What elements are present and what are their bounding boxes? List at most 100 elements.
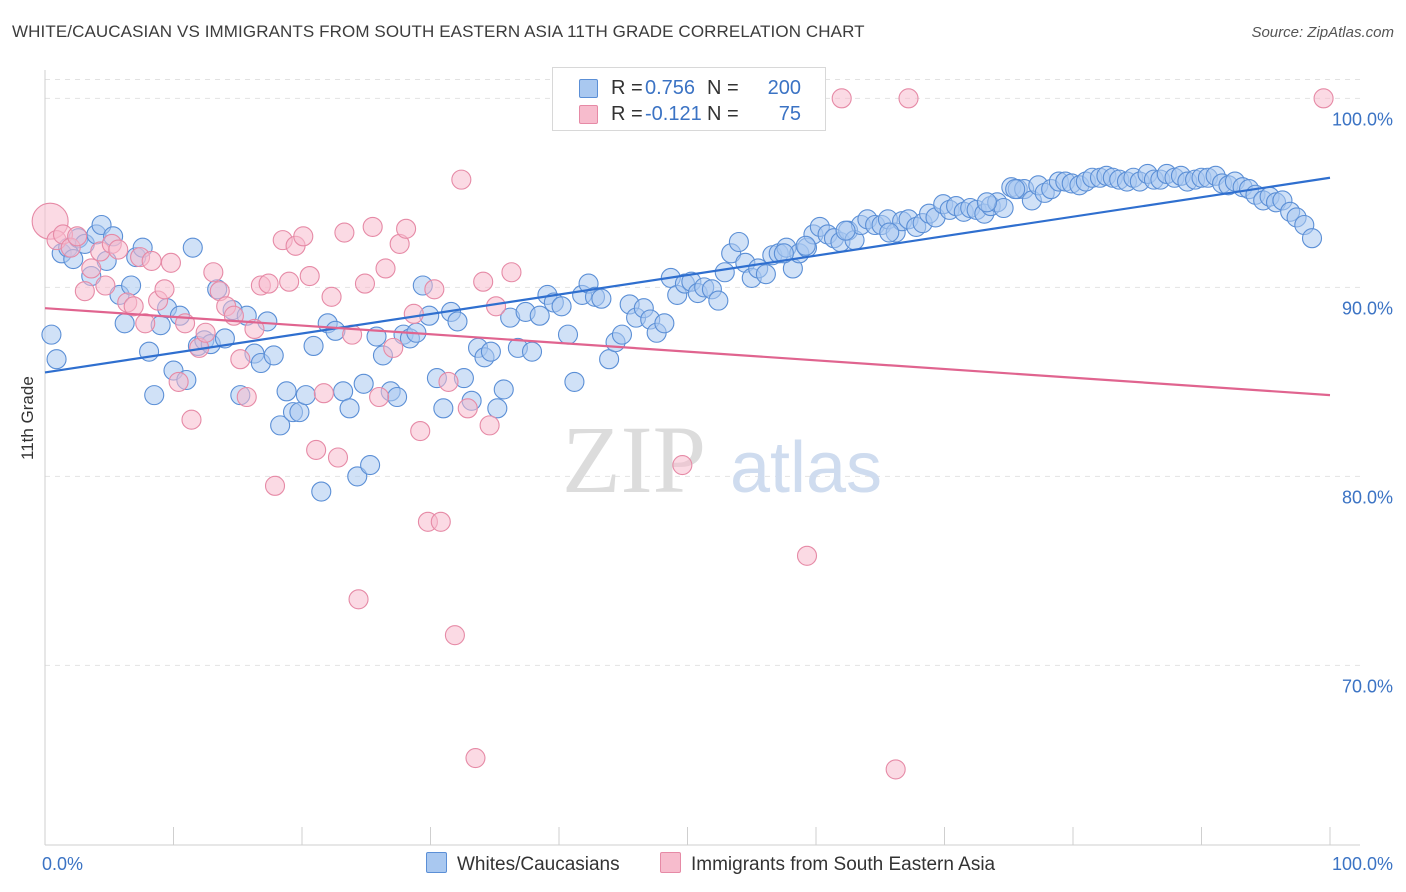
legend-n-label: N = [707,103,739,125]
whites-point [529,305,550,326]
x-tick-label-max: 100.0% [1332,854,1393,874]
immigrants-point [375,258,396,279]
whites-point [214,328,235,349]
immigrants-point [403,303,424,324]
immigrants-point [451,169,472,190]
axes [44,70,1360,846]
immigrants-point [465,747,486,769]
immigrants-point [108,239,129,260]
whites-point [835,220,856,241]
legend-r-label: R = [611,77,643,99]
series-whites-points [41,163,1323,502]
whites-point [755,264,776,285]
whites-point [114,313,135,334]
immigrants-point [348,589,369,610]
legend-n-value: 75 [778,103,801,125]
immigrants-point [154,279,175,300]
y-tick-label: 90.0% [1342,298,1393,318]
whites-point [487,398,508,419]
legend-r-value: 0.756 [645,77,696,99]
whites-point [879,222,900,243]
whites-point [182,237,203,258]
immigrants-point [123,296,144,317]
immigrants-point [74,281,95,302]
immigrants-point [457,398,478,419]
immigrants-point [306,439,327,460]
whites-point [447,311,468,332]
immigrants-point [334,222,355,243]
watermark: ZIP atlas [562,406,882,513]
immigrants-point [1313,88,1334,109]
immigrants-point [383,337,404,358]
bottom-legend-whites: Whites/Caucasians [426,852,620,876]
immigrants-point [299,265,320,287]
whites-point [144,385,165,406]
whites-point [551,296,572,317]
whites-point [387,386,408,408]
immigrants-point [327,447,349,468]
immigrants-point [168,371,189,392]
whites-point [557,324,579,345]
series-immigrants-points [31,88,1334,780]
bottom-legend-swatch-whites [426,852,447,873]
immigrants-point [430,511,451,532]
immigrants-point [396,218,417,239]
bottom-legend-label-whites: Whites/Caucasians [457,854,620,875]
immigrants-point [898,88,919,109]
immigrants-point [796,545,818,566]
whites-point [270,415,291,436]
immigrants-point [438,371,459,392]
immigrants-point [362,216,383,237]
immigrants-point [135,313,156,334]
whites-point [564,371,585,392]
whites-point [993,197,1014,219]
legend-n-label: N = [707,77,739,99]
whites-point [325,320,346,341]
whites-point [347,466,368,487]
immigrants-point [236,386,257,408]
whites-point [728,231,749,253]
whites-point [353,373,374,394]
legend-n-value: 200 [767,77,801,99]
immigrants-point [264,475,286,496]
whites-point [795,235,816,256]
immigrants-point [181,409,202,430]
immigrants-point [141,250,162,271]
whites-point [433,398,454,419]
immigrants-point [410,420,431,442]
whites-point [708,290,729,311]
bottom-legend-swatch-immigrants [660,852,681,873]
trend-lines [44,176,1331,397]
immigrants-point [885,759,906,780]
whites-point [976,192,997,213]
whites-point [611,324,633,345]
whites-point [1005,179,1026,200]
legend-swatch-whites [579,79,598,98]
whites-point [289,402,310,423]
legend-swatch-immigrants [579,105,598,124]
whites-point [263,345,284,366]
y-tick-label: 80.0% [1342,487,1393,507]
whites-trend-line [44,176,1331,374]
immigrants-point [203,262,224,283]
whites-point [480,341,501,362]
whites-point [339,398,360,419]
legend-r-label: R = [611,103,643,125]
watermark-atlas: atlas [730,428,882,508]
whites-point [773,243,794,264]
immigrants-point [831,88,852,109]
whites-point [521,341,543,362]
immigrants-point [160,252,181,273]
legend-r-value: -0.121 [645,103,702,125]
y-tick-label: 70.0% [1342,676,1393,696]
immigrants-point [479,415,500,436]
whites-point [360,455,381,476]
tick-labels: 70.0% 80.0% 90.0% 100.0% 0.0% 100.0% [42,109,1393,874]
immigrants-point [444,625,465,646]
immigrants-point [230,349,251,370]
immigrants-point [195,322,216,343]
immigrants-point [354,273,376,294]
immigrants-point [369,386,390,408]
immigrants-trend-line [44,307,1331,397]
immigrants-point [313,383,334,404]
